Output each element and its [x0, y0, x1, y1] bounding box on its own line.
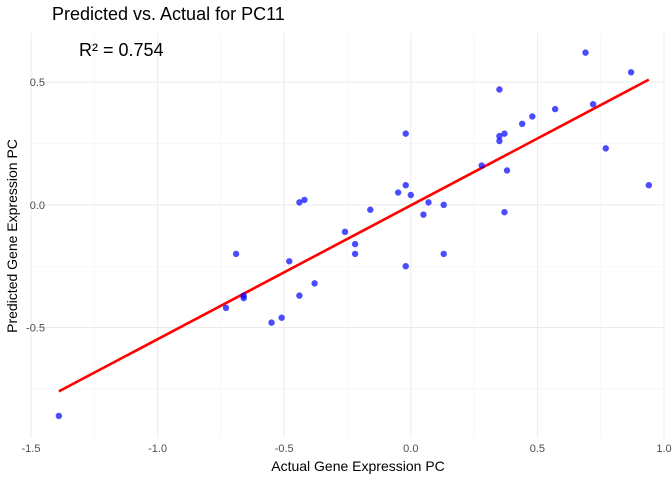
data-point — [232, 250, 240, 258]
data-point — [645, 181, 653, 189]
data-point — [240, 294, 247, 302]
data-point — [420, 211, 427, 218]
data-point — [440, 250, 447, 258]
data-point — [296, 292, 303, 299]
data-point — [394, 189, 402, 196]
data-point — [496, 86, 503, 93]
data-point — [478, 162, 485, 169]
y-tick-label: 0.5 — [30, 77, 45, 89]
regression-line — [58, 78, 650, 393]
data-point — [55, 412, 63, 420]
y-tick-labels: -0.5 0.0 0.5 — [26, 77, 45, 334]
data-point — [341, 228, 349, 236]
y-tick-label: 0.0 — [30, 200, 45, 212]
r-squared-annotation: R² = 0.754 — [79, 40, 164, 60]
x-tick-label: -1.0 — [148, 443, 167, 455]
data-point — [529, 113, 536, 120]
data-point — [496, 137, 503, 145]
data-point — [551, 105, 559, 113]
x-tick-label: -1.5 — [22, 443, 41, 455]
data-point — [503, 167, 511, 174]
data-point — [440, 201, 447, 209]
data-point — [311, 280, 318, 287]
data-point — [582, 49, 589, 56]
x-axis-title: Actual Gene Expression PC — [271, 458, 445, 474]
points-layer — [55, 49, 653, 420]
data-point — [402, 130, 409, 137]
data-point — [301, 196, 308, 204]
x-tick-label: -0.5 — [275, 443, 294, 455]
data-point — [407, 191, 414, 199]
grid — [30, 33, 665, 438]
data-point — [425, 199, 432, 206]
x-tick-label: 1.0 — [656, 443, 671, 455]
data-point — [501, 208, 508, 216]
x-tick-labels: -1.5 -1.0 -0.5 0.0 0.5 1.0 — [22, 443, 672, 455]
data-point — [519, 120, 526, 128]
data-point — [222, 304, 230, 312]
data-point — [296, 199, 303, 206]
x-tick-label: 0.0 — [403, 443, 418, 455]
data-point — [589, 100, 597, 108]
y-tick-label: -0.5 — [26, 323, 45, 335]
fit-line-layer — [58, 78, 650, 393]
data-point — [268, 319, 275, 326]
data-point — [402, 262, 409, 270]
data-point — [402, 181, 409, 189]
data-point — [627, 69, 635, 76]
data-point — [278, 314, 285, 321]
data-point — [367, 206, 374, 213]
data-point — [351, 240, 359, 248]
data-point — [501, 130, 508, 137]
chart-title: Predicted vs. Actual for PC11 — [52, 4, 285, 24]
data-point — [602, 145, 609, 152]
data-point — [286, 258, 293, 265]
x-tick-label: 0.5 — [530, 443, 545, 455]
y-axis-title: Predicted Gene Expression PC — [4, 139, 20, 333]
data-point — [496, 132, 503, 140]
data-point — [351, 250, 359, 258]
